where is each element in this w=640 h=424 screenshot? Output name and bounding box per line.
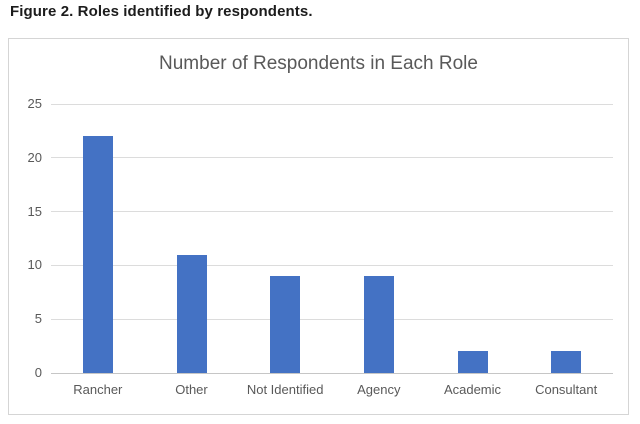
y-tick-label-20: 20 [27,149,42,165]
gridline-25 [51,103,613,105]
x-category-label-not-identified: Not Identified [246,382,324,397]
figure-caption: Figure 2. Roles identified by respondent… [10,3,313,20]
y-tick-label-0: 0 [34,365,42,380]
bar-agency [363,276,394,373]
chart-container: Number of Respondents in Each Role 0 5 10 1… [8,38,629,415]
gridline-5 [51,318,613,320]
y-tick-label-25: 25 [27,96,42,111]
x-category-label-agency: Agency [357,382,401,397]
y-tick-label-5: 5 [34,311,42,327]
plot-area: 0 5 10 15 20 25 Rancher Other Not Identified Age… [28,96,613,397]
x-category-label-academic: Academic [443,382,502,397]
bar-not-identified [270,276,301,373]
bar-rancher [82,136,113,373]
gridline-20 [51,157,613,159]
gridline-15 [51,211,613,213]
y-tick-label-10: 10 [27,257,42,273]
y-tick-label-15: 15 [27,203,42,219]
x-category-label-consultant: Consultant [535,382,598,397]
bar-other [176,254,207,373]
bar-consultant [551,351,582,373]
x-axis-line [51,372,613,374]
chart-title: Number of Respondents in Each Role [159,53,478,74]
x-category-label-other: Other [175,382,208,397]
bar-academic [457,351,488,373]
gridline-10 [51,264,613,266]
x-category-label-rancher: Rancher [73,382,123,397]
